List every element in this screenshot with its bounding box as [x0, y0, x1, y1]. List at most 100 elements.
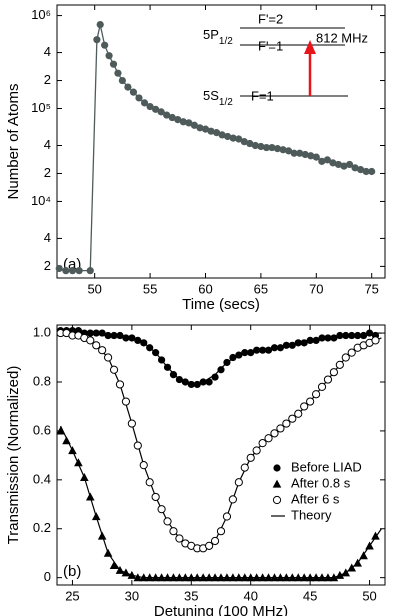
- marker: [139, 573, 149, 582]
- y-tick-label: 2: [44, 258, 51, 273]
- marker: [104, 331, 112, 340]
- marker: [211, 373, 219, 381]
- marker: [307, 152, 315, 160]
- marker: [216, 527, 226, 536]
- level-name: 5P: [203, 27, 219, 42]
- marker: [75, 267, 83, 275]
- marker: [92, 341, 101, 350]
- y-axis-title: Number of Atoms: [5, 84, 22, 200]
- y-tick-label: 10⁵: [31, 100, 51, 115]
- x-axis-title: Detuning (100 MHz): [154, 603, 288, 616]
- marker: [329, 159, 337, 167]
- transition-arrow-head: [304, 40, 316, 54]
- marker: [169, 573, 178, 582]
- marker: [80, 472, 89, 481]
- marker: [68, 446, 77, 455]
- marker: [365, 541, 374, 550]
- marker: [296, 149, 304, 157]
- marker: [168, 113, 176, 122]
- marker: [284, 147, 293, 155]
- marker: [240, 573, 250, 582]
- marker: [347, 563, 357, 572]
- marker: [152, 105, 160, 113]
- marker: [323, 156, 331, 164]
- marker: [247, 349, 255, 357]
- marker: [329, 573, 339, 582]
- marker: [317, 382, 327, 391]
- plot-frame: [56, 4, 386, 279]
- marker: [276, 424, 285, 433]
- marker: [129, 88, 138, 96]
- marker: [157, 573, 166, 582]
- y-tick-label: 4: [44, 137, 51, 152]
- marker: [282, 341, 290, 349]
- marker: [288, 573, 297, 582]
- marker: [341, 353, 350, 362]
- marker: [217, 366, 225, 374]
- marker: [357, 166, 365, 174]
- marker: [186, 573, 196, 582]
- marker: [270, 429, 279, 438]
- marker: [324, 334, 332, 342]
- marker: [187, 380, 195, 389]
- marker: [97, 531, 107, 540]
- marker: [103, 548, 113, 557]
- marker: [174, 115, 182, 124]
- marker: [354, 331, 362, 340]
- marker: [300, 402, 309, 411]
- level-subscript: 1/2: [219, 36, 233, 47]
- marker: [235, 351, 243, 359]
- marker: [335, 360, 344, 369]
- marker: [115, 380, 125, 389]
- legend-label: After 6 s: [291, 491, 340, 506]
- marker: [55, 264, 63, 273]
- marker: [306, 397, 315, 406]
- marker: [157, 108, 165, 116]
- marker: [74, 458, 83, 467]
- marker: [223, 358, 231, 367]
- marker: [181, 573, 190, 582]
- marker: [279, 146, 287, 154]
- marker: [196, 124, 204, 132]
- plot-frame: [56, 324, 386, 586]
- marker: [340, 162, 348, 170]
- marker: [235, 135, 243, 143]
- marker: [262, 143, 271, 152]
- marker: [151, 573, 160, 582]
- marker: [86, 267, 94, 275]
- marker: [276, 573, 285, 582]
- marker: [228, 573, 238, 582]
- y-tick-label: 0.2: [33, 520, 51, 535]
- marker: [169, 527, 178, 536]
- marker: [134, 336, 142, 345]
- marker: [264, 573, 273, 582]
- marker: [305, 573, 315, 582]
- marker: [128, 334, 136, 342]
- marker: [116, 331, 124, 340]
- marker: [336, 331, 344, 340]
- legend-label: Theory: [291, 507, 332, 522]
- legend-swatch: [273, 464, 281, 472]
- x-tick-label: 70: [309, 281, 323, 296]
- marker: [163, 517, 172, 526]
- y-tick-label: 1.0: [33, 325, 51, 340]
- marker: [98, 329, 106, 337]
- marker: [218, 131, 226, 139]
- marker: [114, 69, 122, 77]
- marker: [294, 409, 303, 418]
- y-tick-label: 0.8: [33, 373, 51, 388]
- marker: [252, 573, 261, 582]
- marker: [258, 439, 267, 448]
- marker: [222, 573, 232, 582]
- marker: [312, 336, 320, 345]
- legend-label: After 0.8 s: [291, 475, 351, 490]
- marker: [98, 346, 107, 355]
- marker: [124, 83, 132, 91]
- marker: [62, 267, 70, 275]
- marker: [234, 573, 244, 582]
- marker: [253, 346, 261, 354]
- marker: [193, 380, 201, 389]
- marker: [351, 164, 359, 172]
- marker: [334, 160, 343, 169]
